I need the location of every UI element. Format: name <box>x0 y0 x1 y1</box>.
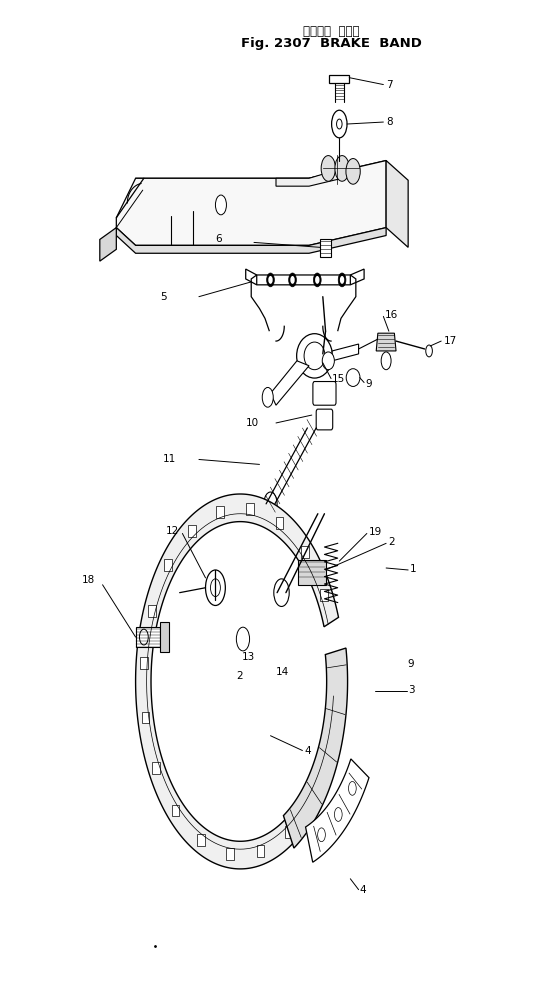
Ellipse shape <box>296 334 332 378</box>
Polygon shape <box>283 648 348 848</box>
Polygon shape <box>333 694 341 705</box>
Circle shape <box>274 579 289 607</box>
Circle shape <box>268 276 273 284</box>
Circle shape <box>426 345 432 357</box>
Ellipse shape <box>304 342 325 370</box>
Polygon shape <box>172 804 179 816</box>
Polygon shape <box>276 517 284 529</box>
Polygon shape <box>141 711 149 723</box>
Polygon shape <box>257 846 264 858</box>
Text: 2: 2 <box>236 671 243 681</box>
Text: 4: 4 <box>360 884 367 894</box>
Text: 9: 9 <box>365 379 372 389</box>
Polygon shape <box>136 160 386 186</box>
Polygon shape <box>320 239 331 257</box>
Circle shape <box>267 273 274 287</box>
Polygon shape <box>197 834 205 846</box>
Text: Fig. 2307  BRAKE  BAND: Fig. 2307 BRAKE BAND <box>241 37 422 50</box>
Polygon shape <box>332 344 359 361</box>
Circle shape <box>215 195 226 214</box>
Circle shape <box>317 828 325 842</box>
Polygon shape <box>246 269 364 285</box>
Circle shape <box>332 111 347 138</box>
Text: 18: 18 <box>82 575 95 585</box>
Circle shape <box>290 276 295 284</box>
Polygon shape <box>161 622 168 652</box>
Polygon shape <box>148 605 156 617</box>
Polygon shape <box>276 168 342 186</box>
Text: 1: 1 <box>410 564 416 574</box>
Polygon shape <box>226 849 234 861</box>
Text: 14: 14 <box>276 667 289 677</box>
Text: 7: 7 <box>386 80 392 90</box>
Circle shape <box>314 273 321 287</box>
Text: 19: 19 <box>369 528 382 537</box>
Circle shape <box>262 387 273 407</box>
Polygon shape <box>285 826 293 838</box>
Circle shape <box>210 579 220 597</box>
Circle shape <box>205 570 225 606</box>
Ellipse shape <box>322 352 335 370</box>
Text: 8: 8 <box>386 117 392 127</box>
Circle shape <box>340 276 344 284</box>
Text: 11: 11 <box>163 454 177 464</box>
Polygon shape <box>376 333 396 351</box>
Polygon shape <box>136 494 344 868</box>
Circle shape <box>321 155 336 181</box>
Text: 3: 3 <box>408 686 415 696</box>
Polygon shape <box>386 160 408 247</box>
Circle shape <box>337 120 342 129</box>
Polygon shape <box>100 227 116 261</box>
Circle shape <box>289 273 296 287</box>
Polygon shape <box>330 75 349 83</box>
Polygon shape <box>188 526 195 537</box>
Circle shape <box>140 629 148 645</box>
Polygon shape <box>116 227 386 253</box>
Polygon shape <box>164 559 172 571</box>
FancyBboxPatch shape <box>313 381 336 405</box>
Polygon shape <box>325 746 333 758</box>
Polygon shape <box>247 503 254 515</box>
Text: 17: 17 <box>443 336 457 346</box>
Ellipse shape <box>346 369 360 386</box>
Circle shape <box>315 276 320 284</box>
Polygon shape <box>116 160 386 245</box>
Text: 6: 6 <box>215 234 222 244</box>
Circle shape <box>348 782 356 795</box>
Polygon shape <box>298 560 326 585</box>
Text: 5: 5 <box>161 291 167 301</box>
Text: 13: 13 <box>242 652 255 662</box>
Text: 9: 9 <box>407 659 413 669</box>
Polygon shape <box>152 763 160 775</box>
Circle shape <box>338 273 346 287</box>
Text: 10: 10 <box>246 418 259 428</box>
Circle shape <box>236 627 250 651</box>
Text: 12: 12 <box>166 526 179 535</box>
Circle shape <box>335 807 342 821</box>
Polygon shape <box>309 791 316 803</box>
Circle shape <box>264 492 277 516</box>
Text: 16: 16 <box>385 310 399 320</box>
Polygon shape <box>306 759 369 863</box>
Polygon shape <box>320 589 328 601</box>
Text: 4: 4 <box>304 746 311 756</box>
Polygon shape <box>216 506 224 518</box>
Circle shape <box>381 352 391 370</box>
Polygon shape <box>140 657 148 669</box>
Polygon shape <box>136 627 161 647</box>
FancyBboxPatch shape <box>316 409 333 430</box>
Text: 15: 15 <box>332 373 345 383</box>
Text: 2: 2 <box>388 537 394 547</box>
Circle shape <box>335 155 349 181</box>
Text: ブレーキ  バンド: ブレーキ バンド <box>303 25 359 39</box>
Circle shape <box>346 158 360 184</box>
Polygon shape <box>270 361 309 405</box>
Polygon shape <box>301 546 309 558</box>
